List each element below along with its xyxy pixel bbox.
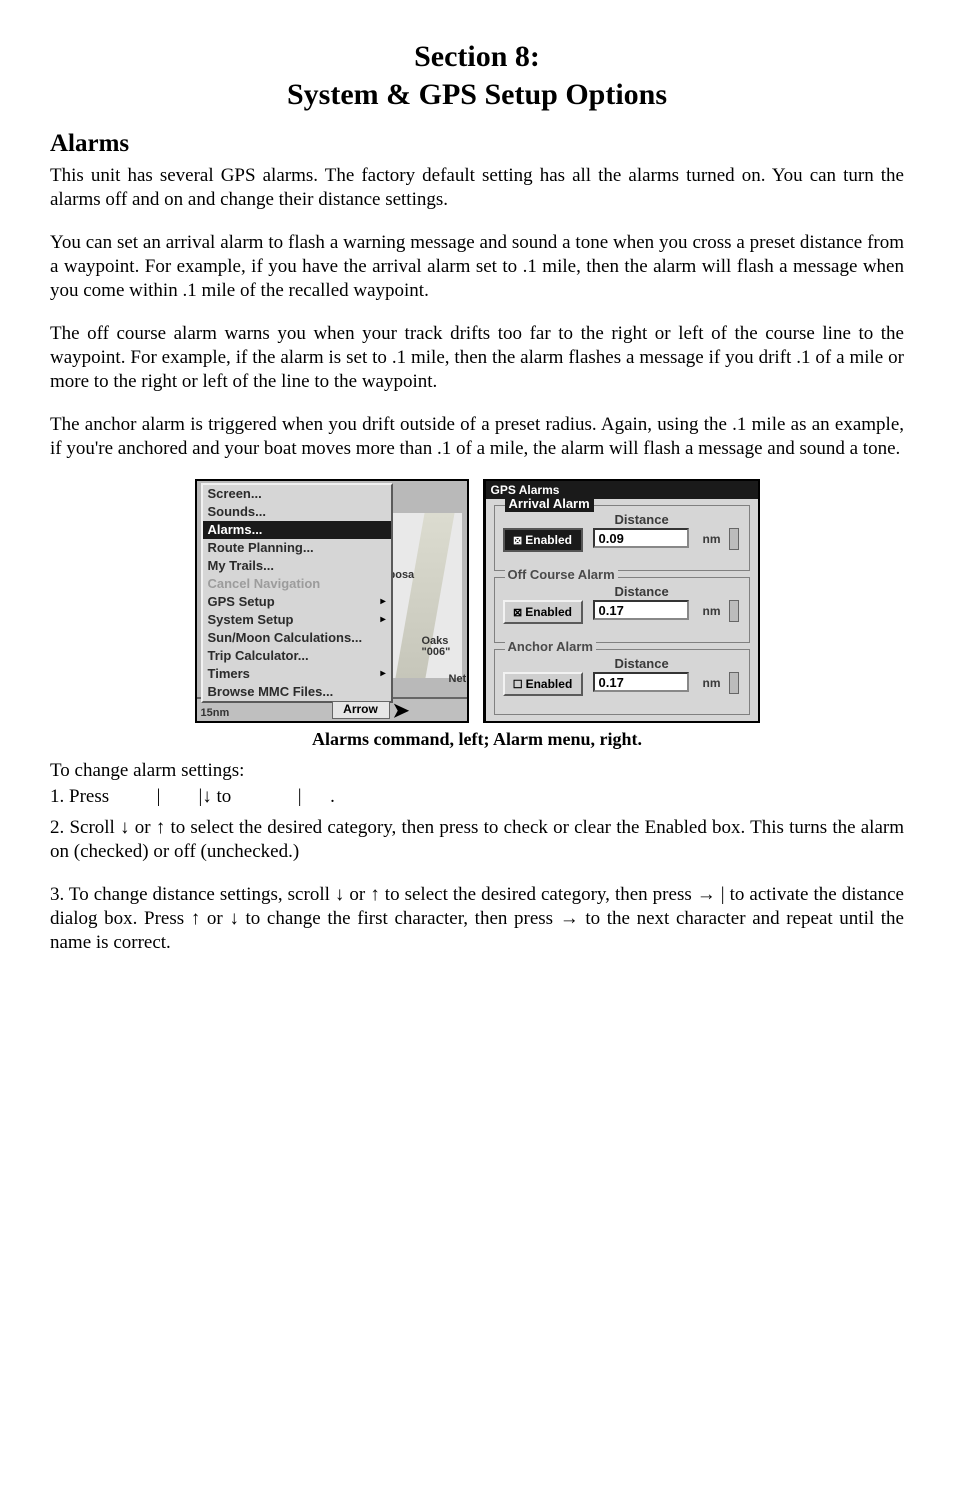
- distance-label: Distance: [615, 512, 669, 527]
- paragraph-4: The anchor alarm is triggered when you d…: [50, 413, 904, 462]
- menu-item-screen[interactable]: Screen...: [203, 485, 391, 503]
- paragraph-1: This unit has several GPS alarms. The fa…: [50, 164, 904, 213]
- anchor-alarm-group: Anchor Alarm Distance ☐Enabled 0.17 nm: [494, 649, 750, 715]
- checkbox-checked-icon: ⊠: [513, 534, 522, 547]
- menu-item-systemsetup[interactable]: System Setup▸: [203, 611, 391, 629]
- offcourse-legend: Off Course Alarm: [505, 567, 618, 582]
- submenu-arrow-icon: ▸: [380, 594, 385, 610]
- submenu-arrow-icon: ▸: [380, 666, 385, 682]
- menu-item-sounds[interactable]: Sounds...: [203, 503, 391, 521]
- menu-item-trails[interactable]: My Trails...: [203, 557, 391, 575]
- anchor-enabled-checkbox[interactable]: ☐Enabled: [503, 672, 583, 696]
- arrival-enabled-checkbox[interactable]: ⊠Enabled: [503, 528, 583, 552]
- distance-label: Distance: [615, 656, 669, 671]
- submenu-arrow-icon: ▸: [380, 612, 385, 628]
- checkbox-checked-icon: ⊠: [513, 606, 522, 619]
- menu-item-cancelnav: Cancel Navigation: [203, 575, 391, 593]
- distance-label: Distance: [615, 584, 669, 599]
- offcourse-distance-input[interactable]: 0.17: [593, 600, 689, 620]
- menu-item-sunmoon[interactable]: Sun/Moon Calculations...: [203, 629, 391, 647]
- map-label-oaks: Oaks"006": [422, 636, 451, 658]
- alarms-screenshot: GPS Alarms Arrival Alarm Distance ⊠Enabl…: [483, 479, 760, 723]
- menu-item-route[interactable]: Route Planning...: [203, 539, 391, 557]
- map-scale: 15nm: [201, 707, 230, 719]
- spinner-icon[interactable]: [729, 672, 739, 694]
- anchor-distance-input[interactable]: 0.17: [593, 672, 689, 692]
- paragraph-2: You can set an arrival alarm to flash a …: [50, 231, 904, 304]
- menu-item-tripcalc[interactable]: Trip Calculator...: [203, 647, 391, 665]
- checkbox-unchecked-icon: ☐: [513, 678, 523, 691]
- section-title: System & GPS Setup Options: [50, 78, 904, 112]
- step-1: 1. Press | |↓ to | .: [50, 786, 904, 808]
- arrival-legend: Arrival Alarm: [505, 495, 594, 512]
- spinner-icon[interactable]: [729, 528, 739, 550]
- step-2: 2. Scroll ↓ or ↑ to select the desired c…: [50, 816, 904, 865]
- unit-label: nm: [703, 532, 721, 546]
- paragraph-3: The off course alarm warns you when your…: [50, 322, 904, 395]
- step-3: 3. To change distance settings, scroll ↓…: [50, 883, 904, 956]
- arrow-label-box: Arrow: [332, 701, 390, 719]
- offcourse-enabled-checkbox[interactable]: ⊠Enabled: [503, 600, 583, 624]
- menu-item-gpssetup[interactable]: GPS Setup▸: [203, 593, 391, 611]
- unit-label: nm: [703, 604, 721, 618]
- subsection-heading: Alarms: [50, 130, 904, 158]
- arrival-alarm-group: Arrival Alarm Distance ⊠Enabled 0.09 nm: [494, 505, 750, 571]
- offcourse-alarm-group: Off Course Alarm Distance ⊠Enabled 0.17 …: [494, 577, 750, 643]
- spinner-icon[interactable]: [729, 600, 739, 622]
- map-label-net: Net: [449, 673, 467, 685]
- figure-caption: Alarms command, left; Alarm menu, right.: [50, 729, 904, 750]
- menu-item-browsemmc[interactable]: Browse MMC Files...: [203, 683, 391, 701]
- menu-item-timers[interactable]: Timers▸: [203, 665, 391, 683]
- unit-label: nm: [703, 676, 721, 690]
- menu-list: Screen... Sounds... Alarms... Route Plan…: [201, 483, 393, 703]
- figure-row: posa Oaks"006" Net Screen... Sounds... A…: [50, 479, 904, 723]
- steps-intro: To change alarm settings:: [50, 760, 904, 782]
- cursor-arrow-icon: ➤: [393, 698, 410, 723]
- section-number: Section 8:: [50, 40, 904, 74]
- menu-screenshot: posa Oaks"006" Net Screen... Sounds... A…: [195, 479, 469, 723]
- anchor-legend: Anchor Alarm: [505, 639, 596, 654]
- arrival-distance-input[interactable]: 0.09: [593, 528, 689, 548]
- menu-item-alarms[interactable]: Alarms...: [203, 521, 391, 539]
